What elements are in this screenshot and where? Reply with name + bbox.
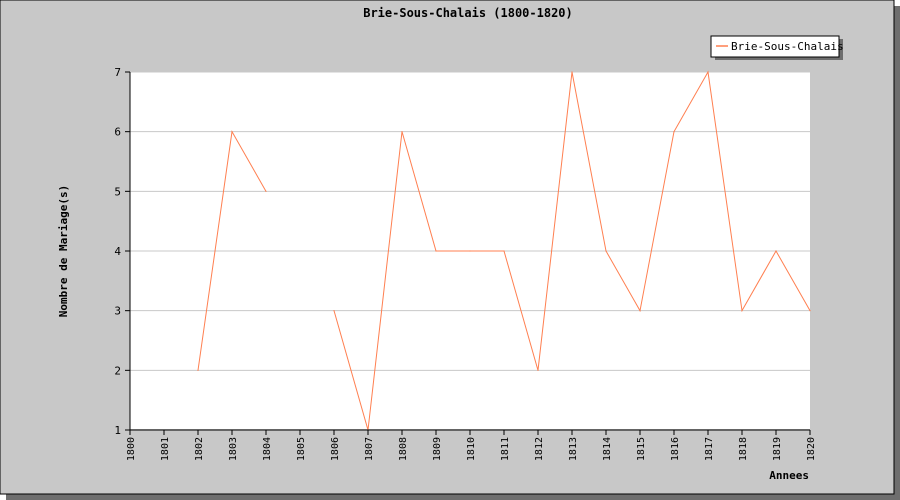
x-tick-label: 1812 xyxy=(534,437,545,461)
x-tick-label: 1820 xyxy=(806,437,817,461)
data-point xyxy=(537,369,539,371)
data-point xyxy=(503,250,505,252)
x-tick-label: 1816 xyxy=(670,437,681,461)
data-point xyxy=(231,131,233,133)
y-tick-label: 1 xyxy=(114,424,121,437)
x-tick-label: 1800 xyxy=(126,437,137,461)
x-tick-label: 1807 xyxy=(364,437,375,461)
x-tick-label: 1805 xyxy=(296,437,307,461)
data-point xyxy=(673,131,675,133)
x-tick-label: 1818 xyxy=(738,437,749,461)
x-tick-label: 1813 xyxy=(568,437,579,461)
x-tick-label: 1803 xyxy=(228,437,239,461)
y-tick-label: 2 xyxy=(114,364,121,377)
y-tick-label: 5 xyxy=(114,185,121,198)
data-point xyxy=(605,250,607,252)
data-point xyxy=(435,250,437,252)
y-tick-labels: 1 2 3 4 5 6 7 xyxy=(114,66,130,437)
data-point xyxy=(809,310,811,312)
y-axis-label: Nombre de Mariage(s) xyxy=(57,185,70,317)
data-point xyxy=(707,71,709,73)
data-point xyxy=(775,250,777,252)
legend: Brie-Sous-Chalais xyxy=(710,35,844,60)
x-tick-label: 1810 xyxy=(466,437,477,461)
data-point xyxy=(469,250,471,252)
data-point xyxy=(571,71,573,73)
x-axis-label: Annees xyxy=(769,469,809,482)
y-tick-label: 4 xyxy=(114,245,121,258)
x-tick-label: 1801 xyxy=(160,437,171,461)
x-tick-label: 1817 xyxy=(704,437,715,461)
y-tick-label: 7 xyxy=(114,66,121,79)
data-point xyxy=(197,369,199,371)
legend-box xyxy=(710,35,840,58)
grid-lines xyxy=(130,71,810,371)
data-point xyxy=(265,190,267,192)
data-point xyxy=(401,131,403,133)
x-tick-label: 1819 xyxy=(772,437,783,461)
x-tick-label: 1806 xyxy=(330,437,341,461)
x-tick-label: 1814 xyxy=(602,437,613,461)
y-tick-label: 3 xyxy=(114,305,121,318)
x-tick-labels: 1800 1801 1802 1803 1804 1805 1806 1807 1808 1809… xyxy=(126,430,817,461)
data-point xyxy=(333,310,335,312)
x-tick-label: 1811 xyxy=(500,437,511,461)
x-tick-label: 1802 xyxy=(194,437,205,461)
y-tick-label: 6 xyxy=(114,126,121,139)
legend-label: Brie-Sous-Chalais xyxy=(731,40,844,53)
data-point xyxy=(741,310,743,312)
chart-title: Brie-Sous-Chalais (1800-1820) xyxy=(363,6,573,20)
x-tick-label: 1815 xyxy=(636,437,647,461)
series-layer xyxy=(197,70,811,431)
x-tick-label: 1808 xyxy=(398,437,409,461)
data-point xyxy=(639,310,641,312)
x-tick-label: 1804 xyxy=(262,437,273,461)
x-tick-label: 1809 xyxy=(432,437,443,461)
